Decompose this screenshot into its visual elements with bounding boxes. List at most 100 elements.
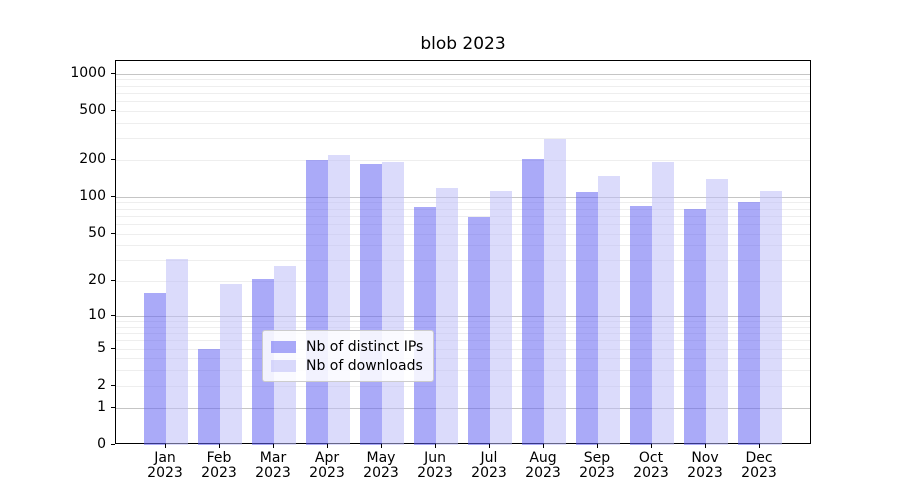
legend: Nb of distinct IPs Nb of downloads: [262, 330, 435, 382]
y-tick-mark: [111, 315, 115, 316]
bar-downloads-aug: [544, 139, 566, 445]
x-tick-label: Jan 2023: [133, 451, 197, 481]
gridline: [116, 123, 810, 124]
x-tick-label-month: Dec: [745, 450, 773, 466]
bar-ips-feb: [198, 348, 220, 445]
y-tick-label: 5: [97, 340, 106, 356]
plot-area: [115, 60, 811, 445]
y-tick-mark: [111, 407, 115, 408]
gridline: [116, 74, 810, 75]
x-tick-mark: [435, 444, 436, 448]
gridline: [116, 86, 810, 87]
bar-downloads-jan: [166, 258, 188, 445]
x-tick-label-month: Jul: [480, 450, 498, 466]
gridline: [116, 316, 810, 317]
gridline: [116, 209, 810, 210]
x-tick-label-month: Jun: [424, 450, 446, 466]
x-tick-label-year: 2023: [255, 465, 291, 481]
y-tick-label: 10: [88, 307, 106, 323]
x-tick-label-month: Oct: [638, 450, 664, 466]
x-tick-label-year: 2023: [417, 465, 453, 481]
bar-ips-apr: [306, 159, 328, 445]
y-tick-mark: [111, 110, 115, 111]
legend-label: Nb of distinct IPs: [306, 338, 424, 355]
x-tick-label: Dec 2023: [727, 451, 791, 481]
gridline: [116, 370, 810, 371]
bar-ips-jun: [414, 207, 436, 445]
y-tick-mark: [111, 280, 115, 281]
gridline: [116, 358, 810, 359]
bar-downloads-sep: [598, 176, 620, 445]
x-tick-label-month: Mar: [259, 450, 287, 466]
y-tick-mark: [111, 196, 115, 197]
y-tick-mark: [111, 233, 115, 234]
gridline: [116, 93, 810, 94]
bar-downloads-nov: [706, 178, 728, 445]
x-tick-label-year: 2023: [363, 465, 399, 481]
x-tick-label-month: Aug: [529, 450, 557, 466]
gridline: [116, 79, 810, 80]
y-tick-mark: [111, 444, 115, 445]
x-tick-label-month: Nov: [691, 450, 719, 466]
x-tick-label-year: 2023: [471, 465, 507, 481]
x-tick-mark: [597, 444, 598, 448]
x-tick-label-year: 2023: [525, 465, 561, 481]
bar-ips-oct: [630, 206, 652, 445]
x-tick-label-month: Apr: [314, 450, 340, 466]
x-tick-mark: [651, 444, 652, 448]
y-tick-label: 100: [79, 188, 106, 204]
y-tick-label: 20: [88, 272, 106, 288]
x-tick-label-year: 2023: [741, 465, 777, 481]
y-tick-label: 0: [97, 436, 106, 452]
x-tick-label: Feb 2023: [187, 451, 251, 481]
legend-label: Nb of downloads: [306, 357, 423, 374]
x-tick-label: Aug 2023: [511, 451, 575, 481]
gridline: [116, 333, 810, 334]
x-tick-label: Sep 2023: [565, 451, 629, 481]
bar-ips-jul: [468, 216, 490, 445]
x-tick-mark: [489, 444, 490, 448]
x-tick-label: Nov 2023: [673, 451, 737, 481]
x-tick-mark: [705, 444, 706, 448]
x-tick-mark: [381, 444, 382, 448]
x-tick-label: Jul 2023: [457, 451, 521, 481]
bar-downloads-jun: [436, 188, 458, 445]
bar-downloads-oct: [652, 162, 674, 445]
bar-ips-dec: [738, 201, 760, 445]
x-tick-mark: [165, 444, 166, 448]
x-tick-label-month: Sep: [583, 450, 611, 466]
bar-ips-nov: [684, 208, 706, 445]
x-tick-label: Mar 2023: [241, 451, 305, 481]
gridline: [116, 197, 810, 198]
legend-entry-downloads: Nb of downloads: [271, 356, 423, 375]
legend-entry-ips: Nb of distinct IPs: [271, 337, 423, 356]
gridline: [116, 160, 810, 161]
y-tick-label: 1000: [70, 65, 106, 81]
x-tick-label: Apr 2023: [295, 451, 359, 481]
x-tick-mark: [327, 444, 328, 448]
bar-downloads-may: [382, 162, 404, 445]
gridline: [116, 321, 810, 322]
x-tick-label-year: 2023: [633, 465, 669, 481]
gridline: [116, 386, 810, 387]
x-tick-label-month: Jan: [154, 450, 176, 466]
x-tick-label-year: 2023: [687, 465, 723, 481]
x-tick-mark: [273, 444, 274, 448]
x-tick-label-month: May: [366, 450, 396, 466]
legend-swatch: [271, 340, 296, 353]
legend-swatch: [271, 359, 296, 372]
gridline: [116, 138, 810, 139]
gridline: [116, 327, 810, 328]
bar-ips-jan: [144, 292, 166, 445]
bar-ips-may: [360, 164, 382, 445]
x-tick-label: Jun 2023: [403, 451, 467, 481]
y-tick-mark: [111, 73, 115, 74]
y-tick-label: 2: [97, 377, 106, 393]
bar-downloads-apr: [328, 155, 350, 445]
x-tick-label-month: Feb: [206, 450, 232, 466]
gridline: [116, 234, 810, 235]
y-tick-mark: [111, 159, 115, 160]
x-tick-label-year: 2023: [201, 465, 237, 481]
y-tick-label: 500: [79, 102, 106, 118]
